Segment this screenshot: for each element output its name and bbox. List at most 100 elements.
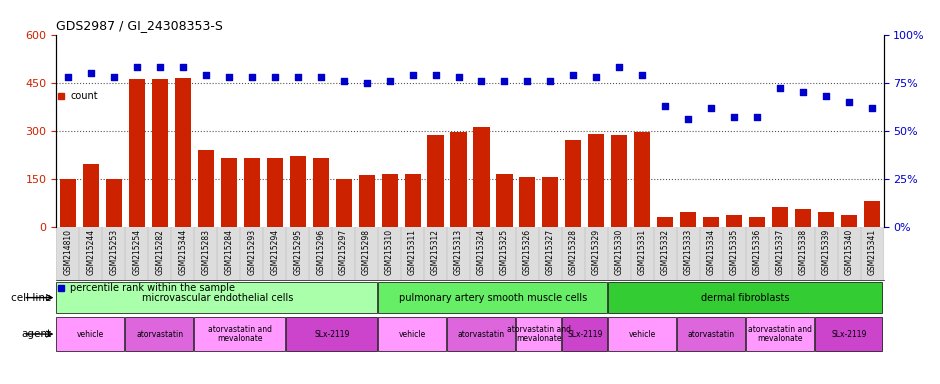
- Text: GSM215339: GSM215339: [822, 229, 831, 275]
- Text: GSM215330: GSM215330: [615, 229, 624, 275]
- Text: GSM215295: GSM215295: [293, 229, 302, 275]
- Bar: [542, 177, 558, 227]
- Text: GSM215283: GSM215283: [201, 229, 211, 275]
- Point: [267, 74, 282, 80]
- Bar: [681, 212, 697, 227]
- Point: [681, 116, 696, 122]
- Point: [634, 72, 650, 78]
- Text: SLx-2119: SLx-2119: [567, 329, 603, 339]
- Bar: [197, 150, 213, 227]
- Bar: [474, 127, 490, 227]
- Bar: [129, 79, 145, 227]
- Bar: [378, 282, 606, 313]
- Point: [543, 78, 558, 84]
- Text: GSM215332: GSM215332: [661, 229, 670, 275]
- Text: GSM215325: GSM215325: [500, 229, 509, 275]
- Text: GSM215334: GSM215334: [707, 229, 715, 275]
- Bar: [727, 215, 743, 227]
- Text: GSM215313: GSM215313: [454, 229, 463, 275]
- Bar: [864, 201, 880, 227]
- Text: GSM215311: GSM215311: [408, 229, 417, 275]
- Point: [727, 114, 742, 120]
- Bar: [772, 207, 789, 227]
- Text: count: count: [70, 91, 98, 101]
- Text: pulmonary artery smooth muscle cells: pulmonary artery smooth muscle cells: [399, 293, 588, 303]
- Text: GSM215296: GSM215296: [316, 229, 325, 275]
- Point: [198, 72, 213, 78]
- Point: [313, 74, 328, 80]
- Bar: [83, 164, 99, 227]
- Text: atorvastatin and
mevalonate: atorvastatin and mevalonate: [748, 325, 812, 343]
- Text: GSM215324: GSM215324: [477, 229, 486, 275]
- Text: GSM215282: GSM215282: [155, 229, 164, 275]
- Bar: [336, 179, 352, 227]
- Text: GSM215337: GSM215337: [776, 229, 785, 275]
- Text: atorvastatin: atorvastatin: [458, 329, 505, 339]
- Point: [290, 74, 306, 80]
- Bar: [608, 317, 676, 351]
- Text: GSM215341: GSM215341: [868, 229, 877, 275]
- Text: SLx-2119: SLx-2119: [832, 329, 867, 339]
- Bar: [745, 317, 813, 351]
- Text: GSM215327: GSM215327: [546, 229, 555, 275]
- Bar: [56, 282, 377, 313]
- Text: GSM215310: GSM215310: [385, 229, 394, 275]
- Bar: [588, 134, 604, 227]
- Text: GSM215254: GSM215254: [133, 229, 141, 275]
- Text: agent: agent: [22, 329, 52, 339]
- Text: GSM215335: GSM215335: [729, 229, 739, 275]
- Bar: [313, 158, 329, 227]
- Bar: [378, 317, 446, 351]
- Bar: [703, 217, 719, 227]
- Bar: [447, 317, 515, 351]
- Point: [750, 114, 765, 120]
- Point: [497, 78, 512, 84]
- Text: GSM215298: GSM215298: [362, 229, 371, 275]
- Text: GSM215293: GSM215293: [247, 229, 257, 275]
- Point: [704, 104, 719, 111]
- Text: GSM215336: GSM215336: [753, 229, 761, 275]
- Point: [244, 74, 259, 80]
- Point: [819, 93, 834, 99]
- Text: atorvastatin: atorvastatin: [136, 329, 183, 339]
- Bar: [818, 212, 834, 227]
- Bar: [221, 158, 237, 227]
- Text: GSM215253: GSM215253: [109, 229, 118, 275]
- Bar: [56, 317, 124, 351]
- Bar: [286, 317, 377, 351]
- Point: [841, 99, 856, 105]
- Point: [428, 72, 443, 78]
- Text: GSM215312: GSM215312: [431, 229, 440, 275]
- Point: [84, 70, 99, 76]
- Bar: [382, 174, 398, 227]
- Bar: [267, 158, 283, 227]
- Text: microvascular endothelial cells: microvascular endothelial cells: [142, 293, 293, 303]
- Text: vehicle: vehicle: [399, 329, 426, 339]
- Text: GSM215284: GSM215284: [225, 229, 233, 275]
- Point: [773, 85, 788, 91]
- Text: GSM215329: GSM215329: [592, 229, 601, 275]
- Bar: [106, 179, 122, 227]
- Bar: [290, 156, 306, 227]
- Text: dermal fibroblasts: dermal fibroblasts: [701, 293, 790, 303]
- Point: [405, 72, 420, 78]
- Text: GSM215333: GSM215333: [683, 229, 693, 275]
- Text: GSM215340: GSM215340: [845, 229, 854, 275]
- Text: GSM215331: GSM215331: [638, 229, 647, 275]
- Bar: [516, 317, 561, 351]
- Bar: [611, 136, 627, 227]
- Point: [221, 74, 236, 80]
- Bar: [428, 136, 444, 227]
- Bar: [657, 217, 673, 227]
- Text: GSM215294: GSM215294: [270, 229, 279, 275]
- Bar: [795, 209, 811, 227]
- Bar: [677, 317, 744, 351]
- Point: [588, 74, 603, 80]
- Point: [359, 79, 374, 86]
- Text: SLx-2119: SLx-2119: [315, 329, 350, 339]
- Text: GDS2987 / GI_24308353-S: GDS2987 / GI_24308353-S: [56, 19, 224, 32]
- Text: vehicle: vehicle: [629, 329, 656, 339]
- Bar: [151, 79, 168, 227]
- Bar: [749, 217, 765, 227]
- Text: percentile rank within the sample: percentile rank within the sample: [70, 283, 236, 293]
